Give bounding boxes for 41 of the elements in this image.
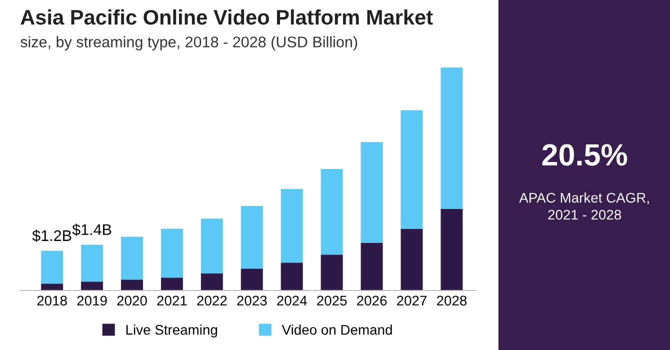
chart-title: Asia Pacific Online Video Platform Market bbox=[20, 9, 433, 25]
bar bbox=[280, 262, 303, 290]
bar bbox=[81, 282, 104, 290]
text: APAC Market CAGR, 2021 - 2028 bbox=[519, 192, 649, 220]
text: 20.5% bbox=[542, 144, 628, 166]
bar bbox=[200, 274, 223, 290]
bar bbox=[160, 228, 183, 278]
bar bbox=[320, 168, 343, 255]
x-tick-label: 2019 bbox=[77, 296, 107, 306]
x-tick-label: 2027 bbox=[397, 296, 427, 306]
annotation: $1.4B bbox=[72, 224, 112, 236]
x-tick-label: 2021 bbox=[157, 296, 187, 306]
bar bbox=[280, 189, 303, 263]
bar bbox=[81, 244, 104, 282]
bar bbox=[320, 254, 343, 290]
x-tick-label: 2025 bbox=[317, 296, 347, 306]
x-tick-label: 2020 bbox=[117, 296, 147, 306]
legend-label: Live Streaming bbox=[126, 324, 218, 338]
bar bbox=[160, 278, 183, 290]
bar bbox=[240, 268, 263, 290]
x-tick-label: 2022 bbox=[197, 296, 227, 306]
bar bbox=[400, 110, 423, 229]
bar bbox=[121, 280, 143, 290]
x-tick-label: 2028 bbox=[436, 296, 467, 306]
x-tick-label: 2018 bbox=[37, 296, 67, 306]
x-tick-label: 2024 bbox=[277, 296, 307, 306]
x-tick-label: 2023 bbox=[237, 296, 267, 306]
bar bbox=[360, 142, 383, 243]
bar bbox=[440, 208, 463, 290]
bar bbox=[240, 206, 263, 269]
annotation: $1.2B bbox=[32, 230, 72, 242]
bar bbox=[41, 284, 64, 290]
chart-subtitle: size, by streaming type, 2018 - 2028 (USD Billion) bbox=[20, 36, 358, 50]
x-tick-label: 2026 bbox=[357, 296, 387, 306]
bar bbox=[400, 228, 423, 290]
legend-label: Video on Demand bbox=[282, 324, 392, 335]
bar bbox=[440, 67, 463, 209]
bar bbox=[200, 218, 223, 274]
bar bbox=[121, 236, 143, 280]
bar bbox=[360, 242, 383, 290]
bar bbox=[41, 250, 64, 284]
